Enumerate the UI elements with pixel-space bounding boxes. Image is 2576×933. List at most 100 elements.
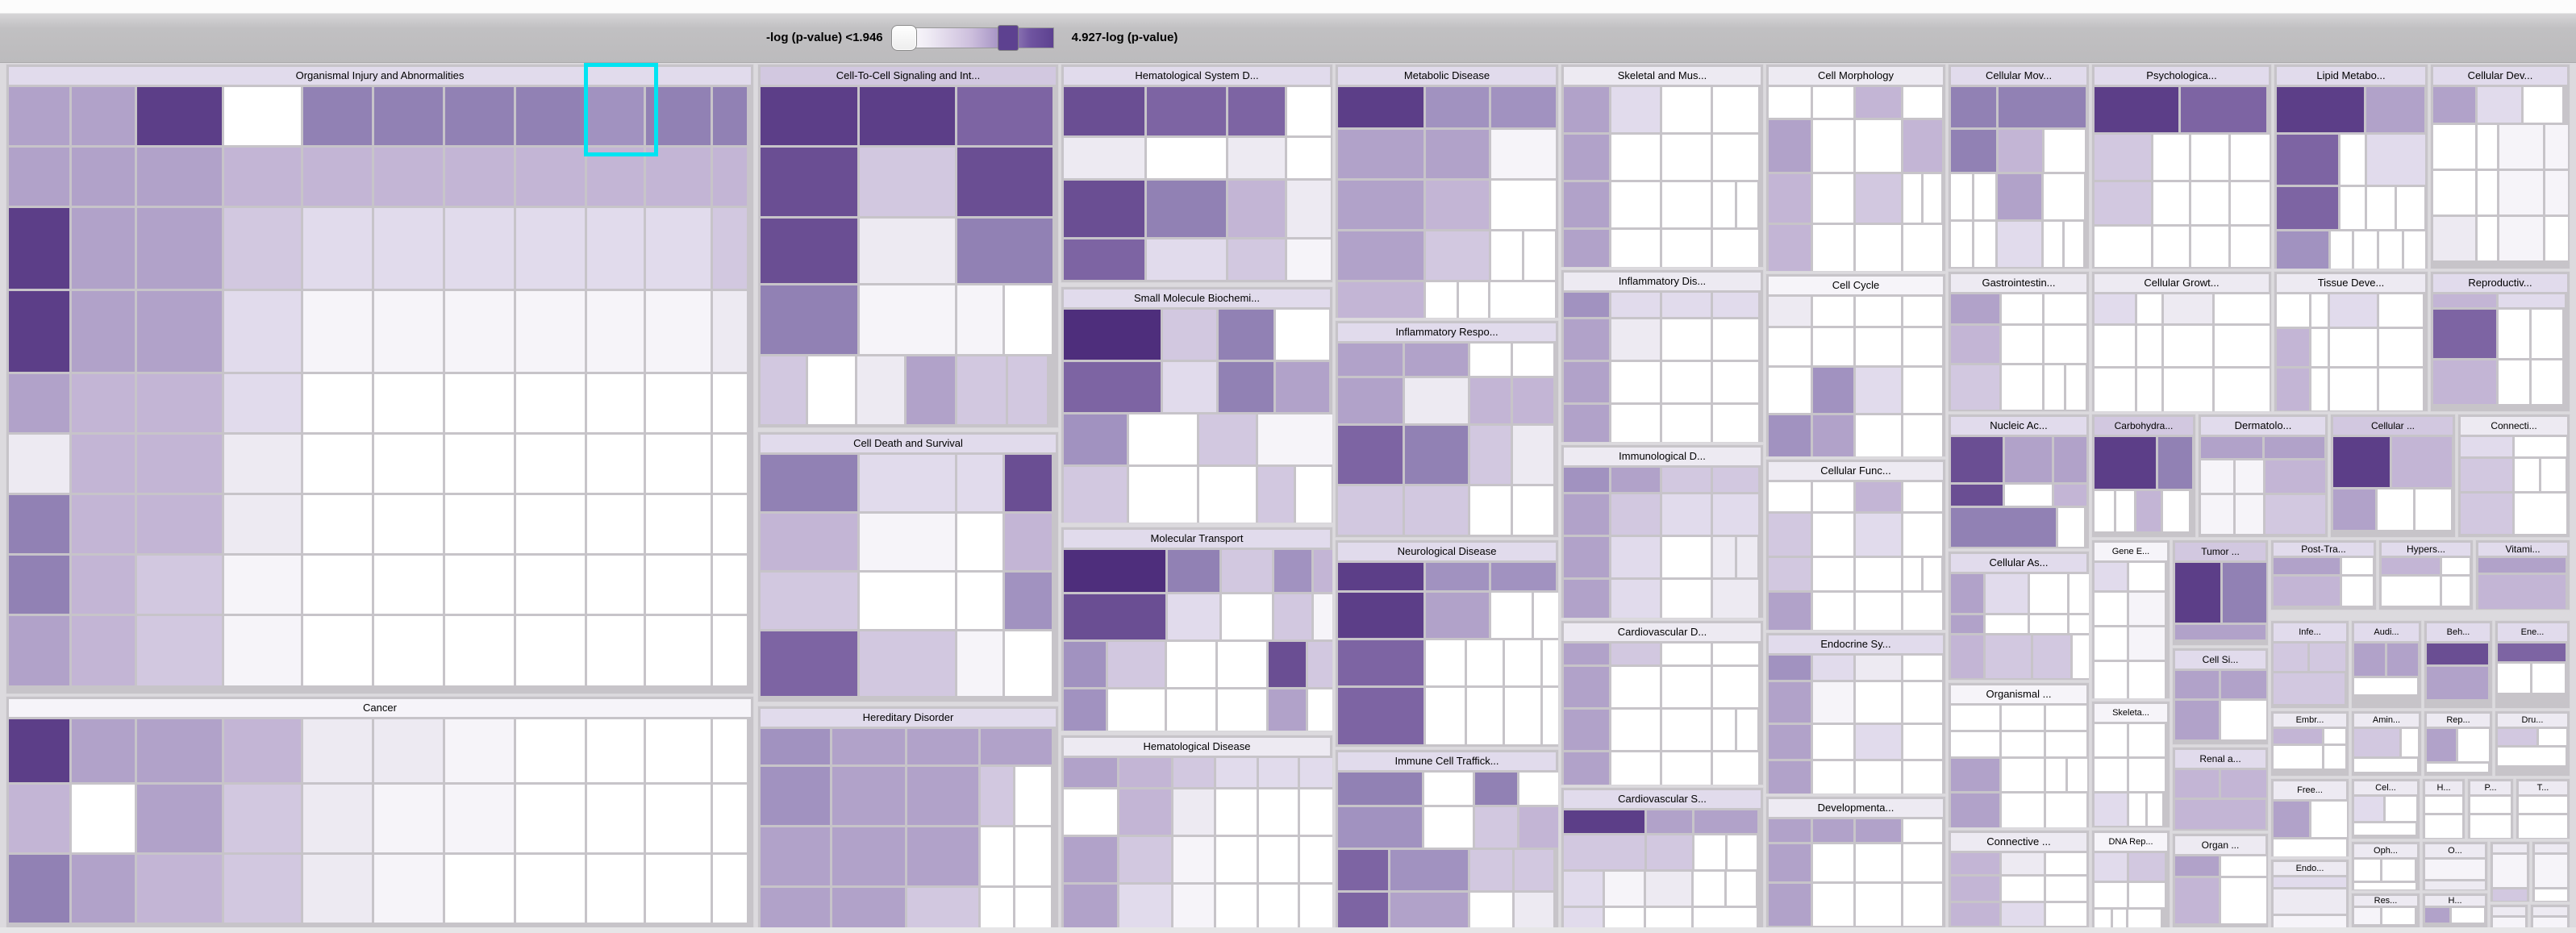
treemap-cell[interactable] <box>713 374 747 432</box>
treemap-cell[interactable] <box>1426 87 1489 127</box>
treemap-cell[interactable] <box>2070 615 2089 633</box>
treemap-cell[interactable] <box>1769 819 1811 842</box>
treemap-cell[interactable] <box>1611 87 1660 132</box>
treemap-cell[interactable] <box>2532 664 2565 693</box>
treemap-cell[interactable] <box>374 719 443 782</box>
treemap-cell[interactable] <box>1998 222 2041 267</box>
treemap-cell[interactable] <box>1951 174 1972 219</box>
treemap-cell[interactable] <box>2515 437 2566 456</box>
treemap-cell[interactable] <box>374 785 443 852</box>
treemap-cell[interactable] <box>1662 230 1711 267</box>
treemap-cell[interactable] <box>2452 908 2484 923</box>
treemap-cell[interactable] <box>2129 627 2165 660</box>
treemap-cell[interactable] <box>303 374 372 432</box>
treemap-cell[interactable] <box>516 495 585 553</box>
treemap-cell[interactable] <box>1064 758 1117 787</box>
treemap-cell[interactable] <box>1662 580 1711 618</box>
treemap-cell[interactable] <box>2478 125 2497 169</box>
treemap-cell[interactable] <box>1564 405 1609 442</box>
treemap-cell[interactable] <box>2274 644 2307 671</box>
treemap-cell[interactable] <box>1856 682 1901 723</box>
treemap-cell[interactable] <box>2442 558 2470 574</box>
treemap-cell[interactable] <box>2427 764 2488 772</box>
treemap-cell[interactable] <box>1813 844 1853 881</box>
treemap-group-t[interactable]: T... <box>2516 779 2570 839</box>
treemap-cell[interactable] <box>1662 494 1711 535</box>
treemap-cell[interactable] <box>761 455 857 511</box>
treemap-cell[interactable] <box>2002 732 2044 756</box>
treemap-cell[interactable] <box>2340 187 2365 229</box>
treemap-cell[interactable] <box>2164 294 2212 323</box>
treemap-cell[interactable] <box>1287 181 1331 237</box>
treemap-cell[interactable] <box>374 87 443 145</box>
treemap-cell[interactable] <box>2137 326 2161 366</box>
treemap-cell[interactable] <box>2054 437 2086 482</box>
treemap-cell[interactable] <box>1974 174 1995 219</box>
treemap-cell[interactable] <box>1338 640 1423 685</box>
treemap-cell[interactable] <box>9 291 69 372</box>
treemap-cell[interactable] <box>2221 770 2266 798</box>
treemap-cell[interactable] <box>1491 593 1532 638</box>
treemap-cell[interactable] <box>1338 344 1403 376</box>
treemap-cell[interactable] <box>1405 378 1468 423</box>
treemap-group-nucleic-ac[interactable]: Nucleic Ac... <box>1949 414 2089 548</box>
treemap-cell[interactable] <box>445 719 514 782</box>
treemap-cell[interactable] <box>2515 494 2566 534</box>
treemap-cell[interactable] <box>2045 294 2086 323</box>
treemap-cell[interactable] <box>2033 635 2070 678</box>
treemap-cell[interactable] <box>1064 642 1106 687</box>
treemap-cell[interactable] <box>713 208 747 289</box>
treemap-cell[interactable] <box>2136 491 2161 531</box>
treemap-cell[interactable] <box>1856 415 1901 456</box>
treemap-cell[interactable] <box>1713 230 1758 267</box>
treemap-cell[interactable] <box>2382 577 2440 606</box>
treemap-cell[interactable] <box>2433 360 2496 404</box>
treemap-cell[interactable] <box>2354 797 2383 821</box>
treemap-cell[interactable] <box>137 208 222 289</box>
treemap-cell[interactable] <box>1813 174 1853 223</box>
treemap-cell[interactable] <box>1769 482 1811 511</box>
treemap-cell[interactable] <box>2002 793 2044 827</box>
treemap-cell[interactable] <box>2532 360 2562 404</box>
treemap-cell[interactable] <box>761 767 830 825</box>
treemap-group-p[interactable]: P... <box>2468 779 2513 839</box>
treemap-cell[interactable] <box>1276 362 1329 412</box>
treemap-cell[interactable] <box>2532 310 2562 358</box>
treemap-cell[interactable] <box>2002 706 2044 730</box>
treemap-cell[interactable] <box>516 87 585 145</box>
treemap-cell[interactable] <box>1168 550 1219 592</box>
treemap-cell[interactable] <box>1163 310 1216 360</box>
treemap-group-organismal-injury-and-abnormalities[interactable]: Organismal Injury and Abnormalities <box>6 65 753 694</box>
treemap-cell[interactable] <box>646 374 711 432</box>
treemap-cell[interactable] <box>1813 328 1853 365</box>
treemap-group-o[interactable]: O... <box>2423 842 2487 890</box>
treemap-cell[interactable] <box>1737 710 1757 750</box>
treemap-cell[interactable] <box>1513 486 1553 535</box>
treemap-cell[interactable] <box>2311 329 2328 366</box>
treemap-group-dermatolo[interactable]: Dermatolo... <box>2199 414 2328 537</box>
treemap-cell[interactable] <box>1173 837 1214 882</box>
treemap-cell[interactable] <box>1951 365 1999 410</box>
treemap-cell[interactable] <box>2499 217 2543 260</box>
treemap-group-hypers[interactable]: Hypers... <box>2379 540 2473 610</box>
treemap-cell[interactable] <box>1903 514 1942 556</box>
treemap-group-amin[interactable]: Amin... <box>2352 711 2421 776</box>
treemap-cell[interactable] <box>1119 789 1171 835</box>
treemap-cell[interactable] <box>2095 883 2127 907</box>
treemap-cell[interactable] <box>1491 231 1522 280</box>
treemap-cell[interactable] <box>2215 369 2270 411</box>
treemap-cell[interactable] <box>2277 135 2338 185</box>
treemap-cell[interactable] <box>1813 682 1853 723</box>
treemap-cell[interactable] <box>761 888 830 927</box>
treemap-cell[interactable] <box>1173 758 1214 787</box>
treemap-cell[interactable] <box>1308 689 1332 731</box>
treemap-cell[interactable] <box>1167 689 1215 731</box>
treemap-cell[interactable] <box>981 767 1013 825</box>
treemap-cell[interactable] <box>957 356 1006 424</box>
treemap-group-cell-death-and-survival[interactable]: Cell Death and Survival <box>758 432 1058 702</box>
treemap-cell[interactable] <box>2274 877 2346 887</box>
treemap-cell[interactable] <box>2045 365 2064 410</box>
treemap-cell[interactable] <box>1951 326 1999 363</box>
treemap-cell[interactable] <box>72 616 135 685</box>
treemap-cell[interactable] <box>137 291 222 372</box>
